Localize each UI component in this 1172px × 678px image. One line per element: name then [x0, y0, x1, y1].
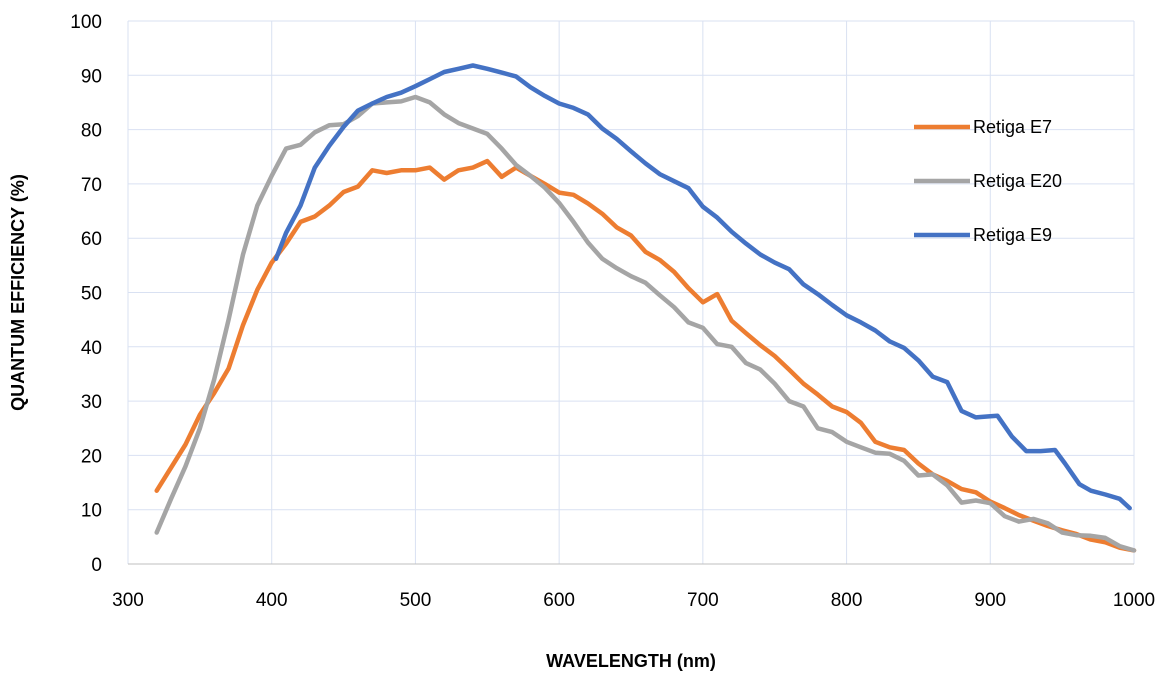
x-tick-label: 600 [543, 590, 575, 611]
legend-item: Retiga E20 [914, 171, 1062, 191]
y-tick-label: 60 [81, 229, 102, 250]
x-tick-label: 900 [974, 590, 1006, 611]
series-line-retiga-e20 [154, 94, 1137, 553]
series-line-retiga-e7 [154, 158, 1137, 553]
y-tick-label: 100 [70, 12, 102, 33]
x-axis-title: WAVELENGTH (nm) [546, 651, 716, 671]
legend-label: Retiga E7 [973, 117, 1052, 137]
legend-item: Retiga E7 [914, 117, 1052, 137]
grid [127, 20, 1135, 565]
y-tick-label: 0 [91, 555, 102, 576]
y-tick-label: 30 [81, 392, 102, 413]
legend-item: Retiga E9 [914, 225, 1052, 245]
y-tick-labels: 0 10 20 30 40 50 60 70 80 90 100 [70, 12, 102, 576]
x-tick-label: 300 [112, 590, 144, 611]
legend: Retiga E7 Retiga E20 Retiga E9 [914, 117, 1062, 245]
x-tick-label: 800 [831, 590, 863, 611]
y-tick-label: 70 [81, 175, 102, 196]
y-tick-label: 50 [81, 284, 102, 305]
x-tick-label: 1000 [1113, 590, 1155, 611]
x-tick-label: 700 [687, 590, 719, 611]
legend-label: Retiga E9 [973, 225, 1052, 245]
y-tick-label: 40 [81, 338, 102, 359]
y-tick-label: 80 [81, 121, 102, 142]
x-tick-label: 500 [400, 590, 432, 611]
y-tick-label: 10 [81, 501, 102, 522]
y-tick-label: 20 [81, 446, 102, 467]
series-lines [154, 63, 1137, 553]
legend-label: Retiga E20 [973, 171, 1062, 191]
x-tick-labels: 300 400 500 600 700 800 900 1000 [112, 590, 1155, 611]
y-tick-label: 90 [81, 66, 102, 87]
y-axis-title: QUANTUM EFFICIENCY (%) [8, 174, 28, 411]
x-tick-label: 400 [256, 590, 288, 611]
series-line-retiga-e9 [273, 63, 1132, 511]
